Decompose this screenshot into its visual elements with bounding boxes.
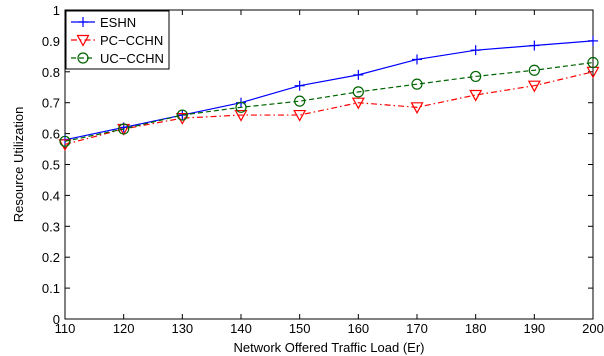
series-2 <box>59 56 599 147</box>
series-group <box>58 35 600 152</box>
legend-item: PC−CCHN <box>71 33 163 48</box>
data-point <box>293 109 307 122</box>
x-tick-label: 140 <box>230 321 252 336</box>
y-tick-label: 0.3 <box>42 219 60 234</box>
data-point <box>470 45 481 56</box>
legend-marker <box>76 34 90 47</box>
y-axis-label: Resource Utilization <box>11 107 26 223</box>
x-tick-label: 150 <box>289 321 311 336</box>
series-line <box>64 71 594 145</box>
y-tick-label: 0.4 <box>42 188 60 203</box>
y-tick-label: 0.8 <box>42 65 60 80</box>
series-line <box>64 61 594 142</box>
axes: 110 120 130 140 150 160 170 180 190 200 0 0.1 0.2 0.3… <box>11 3 604 355</box>
y-tick-label: 0.9 <box>42 34 60 49</box>
x-tick-label: 200 <box>582 321 604 336</box>
y-tick-label: 0.2 <box>42 250 60 265</box>
y-tick-label: 1 <box>53 3 60 18</box>
legend-item: ESHN <box>71 15 136 30</box>
data-point <box>529 40 540 51</box>
data-point <box>352 86 364 98</box>
data-point <box>235 101 247 113</box>
data-point <box>351 97 365 110</box>
x-tick-label: 190 <box>523 321 545 336</box>
legend-label: ESHN <box>100 15 136 30</box>
data-point <box>59 135 71 147</box>
data-point <box>410 102 424 115</box>
x-tick-label: 110 <box>55 321 76 336</box>
y-tick-label: 0 <box>53 312 60 327</box>
legend-label: PC−CCHN <box>100 33 163 48</box>
data-point <box>528 64 540 76</box>
data-point <box>469 89 483 102</box>
x-tick-label: 120 <box>113 321 135 336</box>
data-point <box>412 54 422 65</box>
data-point <box>176 109 188 121</box>
data-point <box>587 56 599 69</box>
data-point <box>588 35 598 46</box>
legend-label: UC−CCHN <box>100 51 164 66</box>
data-point <box>470 70 482 83</box>
x-tick-label: 180 <box>465 321 487 336</box>
data-point <box>353 69 364 80</box>
data-point <box>294 95 306 107</box>
data-point <box>411 78 423 90</box>
legend-marker <box>77 52 89 64</box>
y-tick-label: 0.1 <box>42 281 60 296</box>
legend-item: UC−CCHN <box>71 51 164 66</box>
data-point <box>234 109 248 122</box>
series-line <box>64 40 594 141</box>
data-point <box>118 123 130 135</box>
x-tick-label: 170 <box>406 321 428 336</box>
x-tick-label: 130 <box>171 321 193 336</box>
legend: ESHN PC−CCHN UC−CCHN <box>65 10 170 70</box>
x-axis-label: Network Offered Traffic Load (Er) <box>234 340 425 355</box>
y-tick-label: 0.6 <box>42 127 60 142</box>
legend-marker <box>78 17 88 27</box>
x-tick-label: 160 <box>347 321 369 336</box>
y-tick-label: 0.5 <box>42 158 60 173</box>
y-tick-label: 0.7 <box>42 96 60 111</box>
data-point <box>294 80 305 91</box>
data-point <box>527 80 541 93</box>
